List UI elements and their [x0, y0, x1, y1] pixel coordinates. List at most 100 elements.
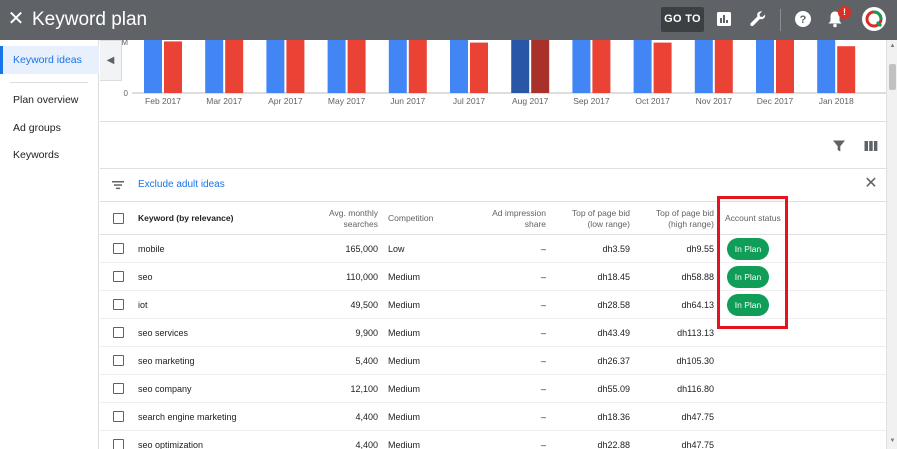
- chart-bar[interactable]: [511, 40, 530, 93]
- table-row[interactable]: seo services 9,900 Medium – dh43.49 dh113.13: [100, 319, 886, 347]
- x-tick-label: Jan 2018: [819, 96, 854, 106]
- row-checkbox[interactable]: [113, 243, 124, 254]
- row-checkbox[interactable]: [113, 355, 124, 366]
- chart-bar[interactable]: [531, 40, 550, 93]
- go-to-button[interactable]: GO TO: [661, 7, 704, 32]
- keyword-cell: search engine marketing: [138, 412, 237, 422]
- chart-bar[interactable]: [225, 40, 244, 93]
- scroll-thumb[interactable]: [889, 64, 896, 90]
- sidebar-item-keyword-ideas[interactable]: Keyword ideas: [0, 46, 99, 74]
- keyword-cell: seo optimization: [138, 440, 204, 449]
- chart-bar[interactable]: [756, 40, 774, 93]
- table-row[interactable]: mobile 165,000 Low – dh3.59 dh9.55 In Plan: [100, 235, 886, 263]
- chart-bar[interactable]: [347, 40, 366, 93]
- sidebar-item-keywords[interactable]: Keywords: [13, 149, 60, 161]
- sidebar-item-ad-groups[interactable]: Ad groups: [13, 122, 61, 134]
- help-icon[interactable]: ?: [792, 8, 814, 30]
- reports-icon[interactable]: [713, 8, 735, 30]
- chart-bar[interactable]: [837, 46, 856, 93]
- column-header-competition[interactable]: Competition: [388, 213, 434, 223]
- top-app-bar: ✕ Keyword plan GO TO ? !: [0, 0, 897, 40]
- close-icon[interactable]: ✕: [864, 175, 878, 192]
- x-tick-label: May 2017: [328, 96, 366, 106]
- filter-icon[interactable]: [831, 138, 847, 154]
- column-header-top-bid-high[interactable]: Top of page bid (high range): [634, 208, 714, 230]
- impression-share-cell: –: [540, 440, 546, 449]
- table-header-row: Keyword (by relevance) Avg. monthly sear…: [100, 202, 886, 235]
- chart-bar[interactable]: [633, 40, 652, 93]
- column-header-avg-monthly-searches[interactable]: Avg. monthly searches: [312, 208, 378, 230]
- close-icon[interactable]: ✕: [7, 8, 25, 30]
- x-tick-label: Nov 2017: [696, 96, 733, 106]
- column-header-ad-impression-share[interactable]: Ad impression share: [470, 208, 546, 230]
- searches-cell: 9,900: [355, 328, 378, 338]
- table-row[interactable]: seo marketing 5,400 Medium – dh26.37 dh105.30: [100, 347, 886, 375]
- keyword-cell: seo services: [138, 328, 189, 338]
- row-checkbox[interactable]: [113, 327, 124, 338]
- header-line: searches: [343, 219, 379, 229]
- column-header-account-status[interactable]: Account status: [725, 213, 781, 223]
- bid-high-cell: dh64.13: [681, 300, 714, 310]
- table-row[interactable]: seo optimization 4,400 Medium – dh22.88 dh47.…: [100, 431, 886, 449]
- chart-bar[interactable]: [408, 40, 427, 93]
- y-tick-label: 0: [124, 89, 129, 98]
- table-row[interactable]: seo 110,000 Medium – dh18.45 dh58.88 In Plan: [100, 263, 886, 291]
- table-row[interactable]: iot 49,500 Medium – dh28.58 dh64.13 In Plan: [100, 291, 886, 319]
- chart-bar[interactable]: [776, 40, 794, 93]
- chart-bar[interactable]: [388, 40, 407, 93]
- chart-bar[interactable]: [694, 40, 713, 93]
- chart-bar[interactable]: [470, 42, 488, 93]
- row-checkbox[interactable]: [113, 411, 124, 422]
- columns-icon[interactable]: [863, 138, 879, 154]
- bid-low-cell: dh3.59: [602, 244, 630, 254]
- chart-bar[interactable]: [592, 40, 611, 93]
- header-line: Ad impression: [492, 208, 546, 218]
- competition-cell: Medium: [388, 300, 421, 310]
- scroll-up-arrow-icon[interactable]: ▲: [889, 43, 896, 49]
- x-tick-label: Jun 2017: [390, 96, 425, 106]
- x-tick-label: Apr 2017: [268, 96, 303, 106]
- select-all-checkbox[interactable]: [113, 213, 124, 224]
- row-checkbox[interactable]: [113, 439, 124, 449]
- vertical-scrollbar[interactable]: ▲ ▼: [886, 40, 897, 449]
- row-checkbox[interactable]: [113, 271, 124, 282]
- chart-bar[interactable]: [286, 40, 305, 93]
- chart-bar[interactable]: [144, 40, 162, 93]
- bid-low-cell: dh28.58: [597, 300, 630, 310]
- chart-bar[interactable]: [327, 40, 346, 93]
- bid-low-cell: dh18.45: [597, 272, 630, 282]
- chart-bar[interactable]: [653, 42, 672, 93]
- scroll-down-arrow-icon[interactable]: ▼: [889, 438, 896, 444]
- chart-bar[interactable]: [205, 40, 224, 93]
- collapse-chart-button[interactable]: ◀: [100, 40, 122, 81]
- sidebar: Keyword ideas Plan overview Ad groups Ke…: [0, 40, 99, 449]
- chart-bar[interactable]: [817, 40, 836, 93]
- page-title: Keyword plan: [32, 9, 148, 30]
- filter-list-icon[interactable]: [111, 178, 125, 192]
- chevron-left-icon: ◀: [106, 55, 115, 66]
- chart-bar[interactable]: [572, 40, 591, 93]
- notification-badge: !: [838, 6, 851, 19]
- account-logo-icon[interactable]: [862, 7, 886, 31]
- filter-bar: Exclude adult ideas ✕: [100, 169, 886, 202]
- impression-share-cell: –: [540, 412, 546, 422]
- in-plan-status-button[interactable]: In Plan: [727, 294, 769, 316]
- chart-bar[interactable]: [164, 41, 182, 93]
- tools-wrench-icon[interactable]: [747, 8, 769, 30]
- table-row[interactable]: seo company 12,100 Medium – dh55.09 dh116.80: [100, 375, 886, 403]
- search-volume-chart: 0 M Feb 2017 Mar 2017 Apr 2017 May 2017 Jun 20…: [100, 40, 886, 122]
- row-checkbox[interactable]: [113, 383, 124, 394]
- in-plan-status-button[interactable]: In Plan: [727, 266, 769, 288]
- table-row[interactable]: search engine marketing 4,400 Medium – dh18.…: [100, 403, 886, 431]
- x-tick-label: Mar 2017: [206, 96, 242, 106]
- chart-bar[interactable]: [266, 40, 285, 93]
- column-header-top-bid-low[interactable]: Top of page bid (low range): [550, 208, 630, 230]
- column-header-keyword[interactable]: Keyword (by relevance): [138, 213, 234, 223]
- x-tick-label: Oct 2017: [635, 96, 670, 106]
- exclude-adult-ideas-filter[interactable]: Exclude adult ideas: [138, 179, 225, 190]
- sidebar-item-plan-overview[interactable]: Plan overview: [13, 94, 79, 106]
- row-checkbox[interactable]: [113, 299, 124, 310]
- chart-bar[interactable]: [714, 40, 733, 93]
- in-plan-status-button[interactable]: In Plan: [727, 238, 769, 260]
- chart-bar[interactable]: [450, 40, 468, 93]
